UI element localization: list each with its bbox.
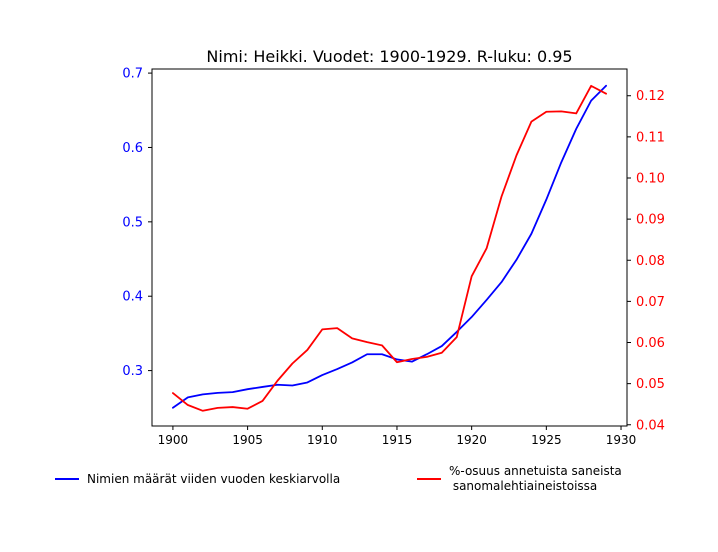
x-tick-label: 1910 [307,433,338,447]
legend-swatch-red [417,478,441,480]
legend-swatch-blue [55,478,79,480]
chart-title: Nimi: Heikki. Vuodet: 1900-1929. R-luku:… [206,47,572,66]
right-y-axis: 0.04 0.05 0.06 0.07 0.08 0.09 0.10 0.11 0.12 [627,89,665,433]
left-y-tick-label: 0.7 [122,67,143,82]
series-layer [172,84,607,412]
left-y-tick-label: 0.6 [122,141,143,156]
right-y-tick-label: 0.12 [636,89,665,104]
left-y-tick-label: 0.3 [122,364,143,379]
right-y-tick-label: 0.10 [636,171,665,186]
left-y-tick-label: 0.5 [122,215,143,230]
right-y-tick-label: 0.05 [636,377,665,392]
x-tick-label: 1915 [382,433,413,447]
x-tick-label: 1900 [158,433,189,447]
right-y-tick-label: 0.06 [636,336,665,351]
plot-frame [151,68,628,427]
left-y-axis: 0.3 0.4 0.5 0.6 0.7 [122,67,152,379]
right-y-tick-label: 0.04 [636,418,665,433]
right-y-tick-label: 0.08 [636,254,665,269]
legend-item-percent-share: %-osuus annetuista saneista sanomalehtia… [417,464,622,494]
legend-item-names-count: Nimien määrät viiden vuoden keskiarvolla [55,472,340,486]
series-line-percent-share [172,84,607,412]
right-y-tick-label: 0.07 [636,295,665,310]
x-tick-label: 1920 [456,433,487,447]
left-y-tick-label: 0.4 [122,290,143,305]
series-line-names-count [172,84,607,409]
x-tick-label: 1930 [606,433,637,447]
legend-label-percent-share: %-osuus annetuista saneista sanomalehtia… [449,464,622,493]
legend-label-names-count: Nimien määrät viiden vuoden keskiarvolla [87,472,341,486]
right-y-tick-label: 0.09 [636,213,665,228]
x-tick-label: 1925 [531,433,562,447]
x-axis: 1900 1905 1910 1915 1920 1925 1930 [158,426,637,447]
right-y-tick-label: 0.11 [636,130,665,145]
x-tick-label: 1905 [232,433,263,447]
